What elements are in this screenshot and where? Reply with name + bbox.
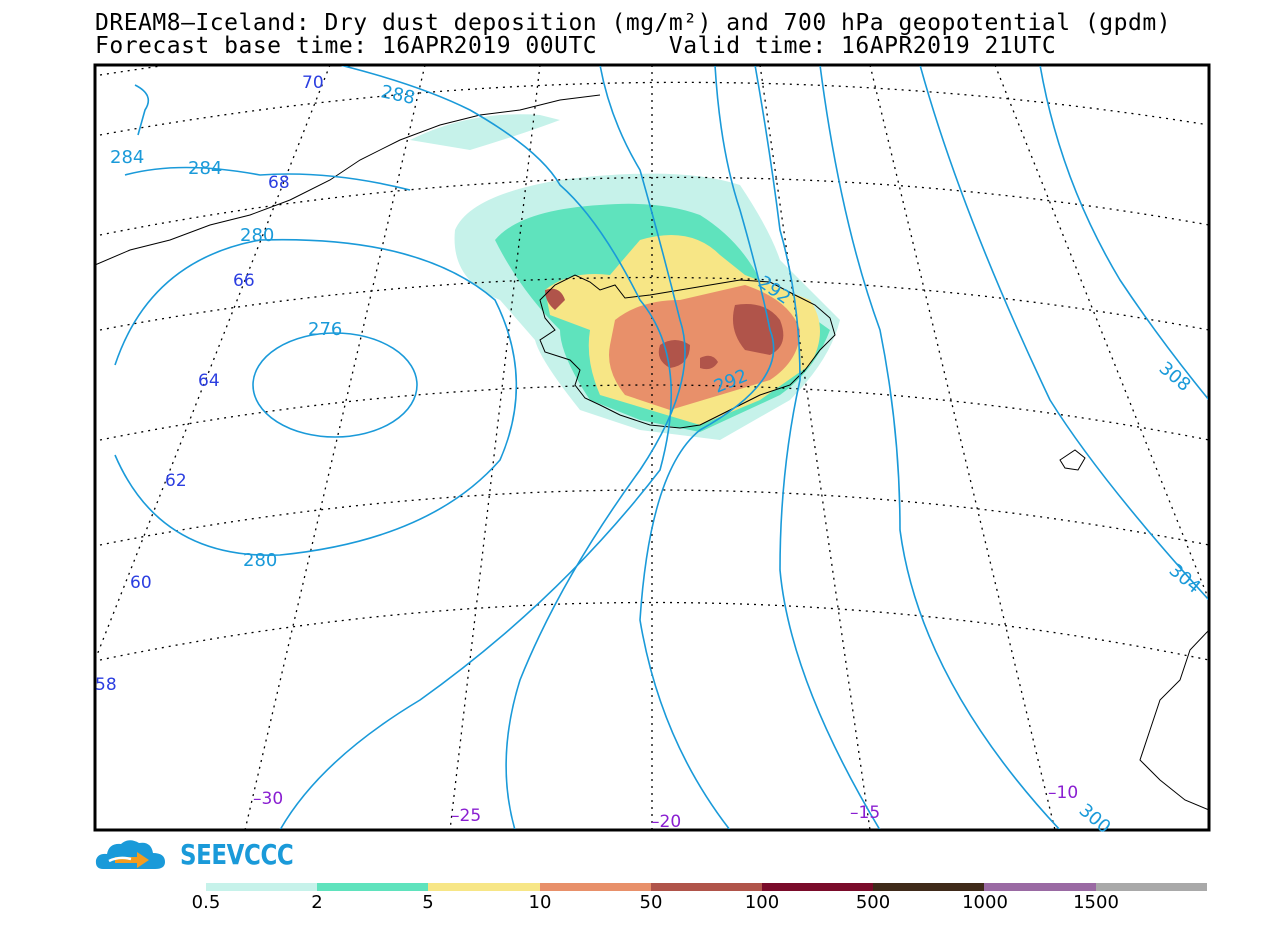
legend-swatch	[539, 883, 651, 891]
dust-band-50-a	[732, 304, 784, 355]
lon-label: –25	[451, 806, 481, 826]
contour-label: 284	[110, 147, 144, 168]
lon-label: –10	[1048, 783, 1078, 803]
legend-swatch	[317, 883, 429, 891]
arrow-icon	[115, 852, 149, 868]
greenland-coastline	[96, 94, 601, 266]
contour-label: 280	[243, 550, 277, 571]
iceland-coastline	[539, 274, 836, 429]
contour-label: 276	[308, 319, 342, 340]
lat-label: 64	[198, 371, 220, 391]
lat-label: 68	[268, 173, 290, 193]
legend-label: 100	[744, 892, 780, 913]
dust-band-0-5	[410, 114, 560, 150]
lat-label: 58	[95, 675, 117, 695]
legend-label: 1500	[1073, 892, 1119, 913]
legend-swatch	[984, 883, 1096, 891]
legend-swatch	[206, 883, 318, 891]
norway-coastline	[1139, 630, 1208, 811]
legend-label: 5	[422, 892, 434, 913]
dust-band-50-d	[700, 355, 718, 370]
legend-swatch	[428, 883, 540, 891]
legend-swatch	[873, 883, 985, 891]
lat-label: 66	[233, 271, 255, 291]
map-subtitle: Forecast base time: 16APR2019 00UTC Vali…	[95, 33, 1057, 59]
lon-label: –15	[850, 803, 880, 823]
geopotential-contours	[114, 66, 1208, 829]
faroe-islands	[1059, 449, 1086, 471]
legend-swatch	[1095, 883, 1207, 891]
dust-band-50-b	[658, 340, 690, 368]
contour-label: 284	[188, 158, 222, 179]
lat-label: 60	[130, 573, 152, 593]
brand-name: SEEVCCC	[180, 838, 294, 871]
longitude-lines	[96, 66, 1208, 829]
legend-label: 10	[528, 892, 552, 913]
contour-label: 280	[240, 225, 274, 246]
legend-label: 0.5	[191, 892, 221, 913]
coastlines	[96, 94, 1208, 811]
lon-label: –20	[651, 812, 681, 832]
legend-label: 50	[639, 892, 663, 913]
legend-label: 500	[855, 892, 891, 913]
lon-label: –30	[253, 789, 283, 809]
dust-band-50-c	[545, 288, 565, 310]
legend-color-bar	[206, 883, 1207, 891]
lat-label: 62	[165, 471, 187, 491]
lat-label: 70	[302, 73, 324, 93]
cloud-icon	[95, 840, 165, 869]
legend-swatch	[761, 883, 874, 891]
legend-label: 2	[311, 892, 323, 913]
seevccc-logo	[95, 840, 165, 869]
legend-swatch	[650, 883, 762, 891]
legend-label: 1000	[962, 892, 1008, 913]
longitude-labels: –30 –25 –20 –15 –10	[253, 783, 1078, 832]
latitude-labels: 70 68 66 64 62 60 58	[95, 73, 324, 695]
map-title: DREAM8–Iceland: Dry dust deposition (mg/…	[95, 10, 1172, 36]
